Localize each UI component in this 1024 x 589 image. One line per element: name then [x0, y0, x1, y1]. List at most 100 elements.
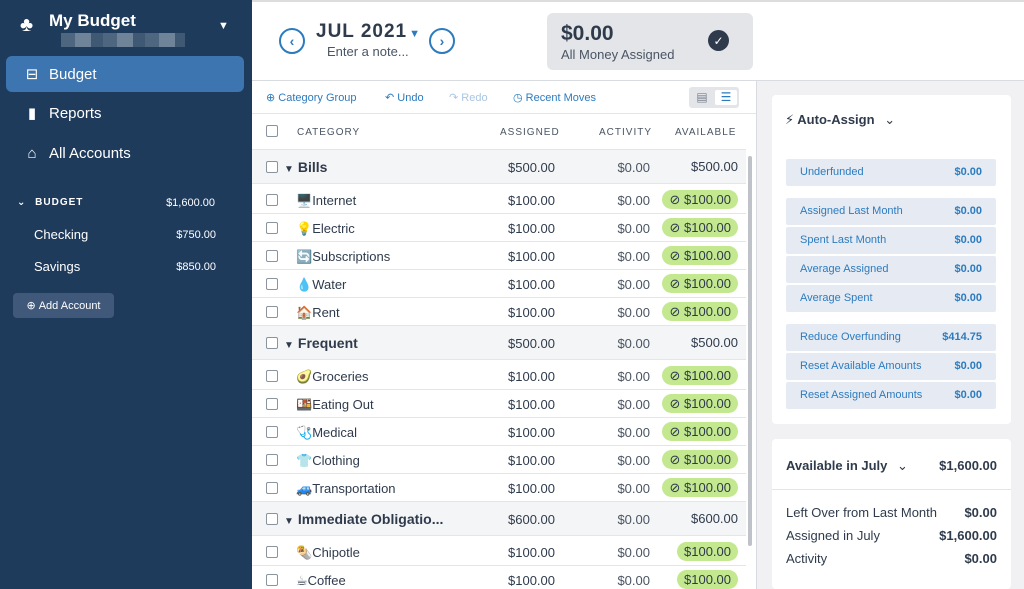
row-checkbox[interactable]	[266, 513, 278, 525]
prev-month-button[interactable]: ‹	[279, 28, 305, 54]
category-assigned[interactable]: $100.00	[508, 573, 555, 588]
category-assigned[interactable]: $100.00	[508, 193, 555, 208]
category-name[interactable]: 🍱Eating Out	[296, 397, 374, 412]
category-assigned[interactable]: $100.00	[508, 277, 555, 292]
month-note-input[interactable]: Enter a note...	[327, 44, 409, 59]
available-in-month-toggle[interactable]: Available in July ⌄ $1,600.00	[786, 458, 997, 474]
group-name[interactable]: ▼ Frequent	[284, 335, 358, 351]
category-available-pill[interactable]: $100.00	[677, 542, 738, 561]
nav-budget[interactable]: ⊟ Budget	[6, 56, 244, 92]
col-category[interactable]: CATEGORY	[297, 127, 361, 138]
category-available-pill[interactable]: ⊘ $100.00	[662, 394, 738, 413]
category-activity[interactable]: $0.00	[617, 221, 650, 236]
budget-menu[interactable]: ♣ My Budget ▼	[20, 10, 240, 50]
add-account-button[interactable]: ⊕ Add Account	[13, 293, 114, 318]
category-available-pill[interactable]: ⊘ $100.00	[662, 246, 738, 265]
row-checkbox[interactable]	[266, 161, 278, 173]
row-checkbox[interactable]	[266, 250, 278, 262]
undo-button[interactable]: ↶ Undo	[385, 91, 424, 104]
compact-view-icon[interactable]: ▤	[696, 90, 708, 104]
row-checkbox[interactable]	[266, 222, 278, 234]
auto-assign-option[interactable]: Average Spent $0.00	[786, 285, 996, 312]
category-available-pill[interactable]: ⊘ $100.00	[662, 366, 738, 385]
category-assigned[interactable]: $100.00	[508, 397, 555, 412]
category-name[interactable]: 🩺Medical	[296, 425, 357, 440]
category-available-pill[interactable]: ⊘ $100.00	[662, 274, 738, 293]
category-name[interactable]: 🔄Subscriptions	[296, 249, 391, 264]
category-activity[interactable]: $0.00	[617, 425, 650, 440]
category-available-pill[interactable]: ⊘ $100.00	[662, 190, 738, 209]
nav-reports[interactable]: ▮ Reports	[6, 95, 244, 131]
row-checkbox[interactable]	[266, 370, 278, 382]
category-name[interactable]: 🚙Transportation	[296, 481, 396, 496]
row-checkbox[interactable]	[266, 398, 278, 410]
category-assigned[interactable]: $100.00	[508, 305, 555, 320]
nav-all-accounts[interactable]: ⌂ All Accounts	[6, 135, 244, 171]
list-view-icon[interactable]: ☰	[715, 90, 737, 105]
category-assigned[interactable]: $100.00	[508, 249, 555, 264]
row-checkbox[interactable]	[266, 574, 278, 586]
category-name[interactable]: 🏠Rent	[296, 305, 340, 320]
category-assigned[interactable]: $100.00	[508, 369, 555, 384]
category-activity[interactable]: $0.00	[617, 369, 650, 384]
category-activity[interactable]: $0.00	[617, 453, 650, 468]
category-group-row[interactable]: ▼ Immediate Obligatio... $600.00 $0.00 $6…	[252, 502, 746, 536]
category-available-pill[interactable]: ⊘ $100.00	[662, 450, 738, 469]
category-assigned[interactable]: $100.00	[508, 453, 555, 468]
table-scrollbar[interactable]	[748, 156, 752, 546]
auto-assign-option[interactable]: Average Assigned $0.00	[786, 256, 996, 283]
category-activity[interactable]: $0.00	[617, 397, 650, 412]
account-savings[interactable]: Savings $850.00	[34, 259, 216, 274]
col-assigned[interactable]: ASSIGNED	[500, 127, 560, 138]
category-row[interactable]: 👕Clothing $100.00 $0.00 ⊘ $100.00	[252, 446, 746, 474]
auto-assign-option[interactable]: Reset Assigned Amounts $0.00	[786, 382, 996, 409]
category-name[interactable]: 🖥️Internet	[296, 193, 357, 208]
auto-assign-option[interactable]: Underfunded $0.00	[786, 159, 996, 186]
category-row[interactable]: ☕Coffee $100.00 $0.00 $100.00	[252, 566, 746, 589]
month-selector[interactable]: JUL 2021 ▼	[316, 21, 421, 43]
select-all-checkbox[interactable]	[266, 125, 278, 137]
category-available-pill[interactable]: ⊘ $100.00	[662, 218, 738, 237]
category-row[interactable]: 🏠Rent $100.00 $0.00 ⊘ $100.00	[252, 298, 746, 326]
category-row[interactable]: 🩺Medical $100.00 $0.00 ⊘ $100.00	[252, 418, 746, 446]
category-activity[interactable]: $0.00	[617, 193, 650, 208]
auto-assign-toggle[interactable]: ⚡ Auto-Assign ⌄	[785, 112, 895, 128]
caret-down-icon[interactable]: ▼	[218, 20, 229, 32]
to-be-assigned-panel[interactable]: $0.00 All Money Assigned ✓	[547, 13, 753, 70]
col-available[interactable]: AVAILABLE	[675, 127, 737, 138]
accounts-group-toggle[interactable]: ⌄ BUDGET $1,600.00	[17, 197, 217, 209]
category-row[interactable]: 🔄Subscriptions $100.00 $0.00 ⊘ $100.00	[252, 242, 746, 270]
category-activity[interactable]: $0.00	[617, 305, 650, 320]
row-checkbox[interactable]	[266, 194, 278, 206]
category-available-pill[interactable]: ⊘ $100.00	[662, 478, 738, 497]
category-name[interactable]: 👕Clothing	[296, 453, 360, 468]
category-row[interactable]: 🌯Chipotle $100.00 $0.00 $100.00	[252, 538, 746, 566]
category-group-row[interactable]: ▼ Frequent $500.00 $0.00 $500.00	[252, 326, 746, 360]
row-checkbox[interactable]	[266, 337, 278, 349]
add-category-group-button[interactable]: ⊕ Category Group	[266, 91, 357, 104]
category-row[interactable]: 🚙Transportation $100.00 $0.00 ⊘ $100.00	[252, 474, 746, 502]
category-row[interactable]: 🖥️Internet $100.00 $0.00 ⊘ $100.00	[252, 186, 746, 214]
group-assigned[interactable]: $600.00	[508, 512, 555, 527]
category-name[interactable]: 💡Electric	[296, 221, 355, 236]
redo-button[interactable]: ↷ Redo	[449, 91, 488, 104]
category-activity[interactable]: $0.00	[617, 277, 650, 292]
category-name[interactable]: 💧Water	[296, 277, 347, 292]
category-activity[interactable]: $0.00	[617, 573, 650, 588]
category-assigned[interactable]: $100.00	[508, 425, 555, 440]
category-row[interactable]: 💡Electric $100.00 $0.00 ⊘ $100.00	[252, 214, 746, 242]
category-activity[interactable]: $0.00	[617, 481, 650, 496]
category-assigned[interactable]: $100.00	[508, 221, 555, 236]
group-name[interactable]: ▼ Bills	[284, 159, 328, 175]
row-checkbox[interactable]	[266, 482, 278, 494]
row-checkbox[interactable]	[266, 306, 278, 318]
group-assigned[interactable]: $500.00	[508, 160, 555, 175]
category-name[interactable]: 🌯Chipotle	[296, 545, 360, 560]
category-available-pill[interactable]: ⊘ $100.00	[662, 422, 738, 441]
row-checkbox[interactable]	[266, 546, 278, 558]
category-activity[interactable]: $0.00	[617, 249, 650, 264]
row-checkbox[interactable]	[266, 278, 278, 290]
category-group-row[interactable]: ▼ Bills $500.00 $0.00 $500.00	[252, 150, 746, 184]
auto-assign-option[interactable]: Reduce Overfunding $414.75	[786, 324, 996, 351]
category-name[interactable]: 🥑Groceries	[296, 369, 369, 384]
